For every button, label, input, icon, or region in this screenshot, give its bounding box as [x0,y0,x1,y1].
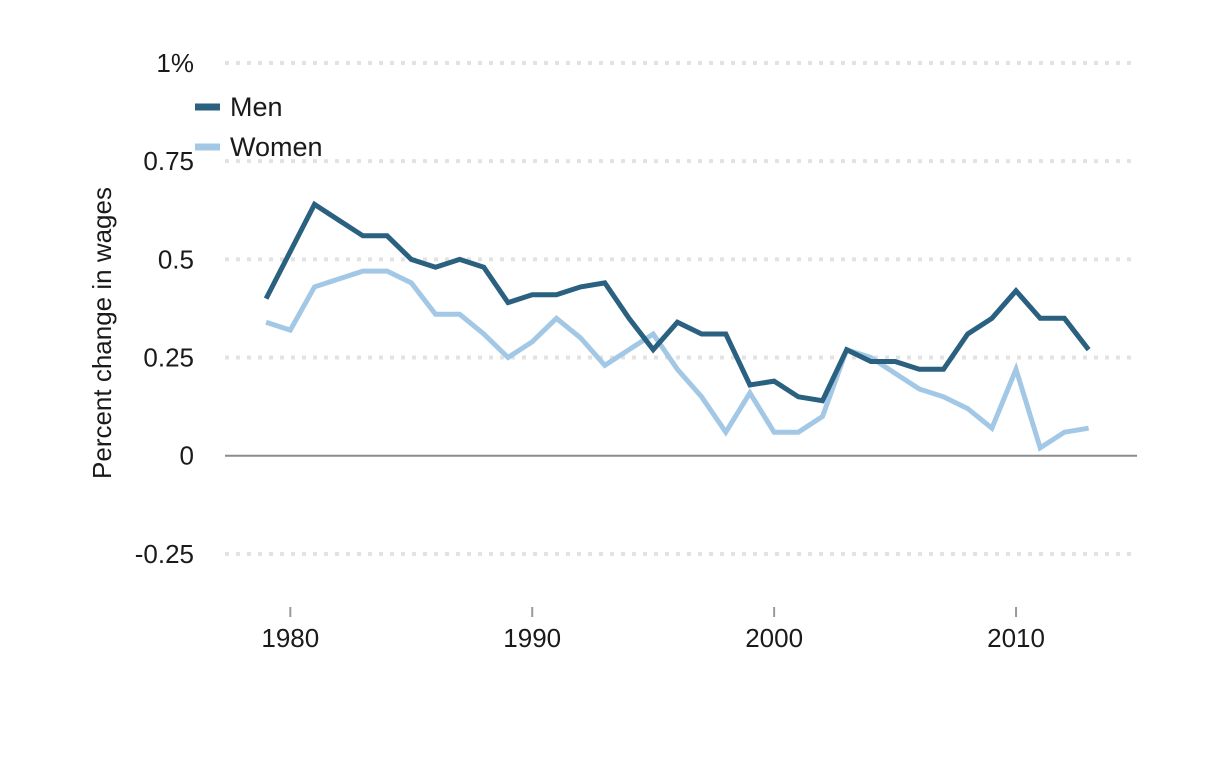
y-tick-label: 0.75 [143,146,194,176]
y-tick-label: 0 [180,441,194,471]
x-tick-label: 2000 [745,623,803,653]
series-lines [263,200,1091,452]
x-tick-label: 1980 [261,623,319,653]
series-line-women [265,268,1090,452]
legend-label-women: Women [230,132,323,162]
x-tick-label: 2010 [987,623,1045,653]
legend-label-men: Men [230,92,283,122]
gridlines [225,61,1137,556]
x-tick-label: 1990 [503,623,561,653]
series-line-men [263,200,1091,404]
legend: Men Women [195,92,323,162]
axes: 1% 0.75 0.5 0.25 0 -0.25 1980 1990 2000 2010 [135,48,1045,653]
y-tick-label: -0.25 [135,539,194,569]
y-axis-title: Percent change in wages [87,187,117,479]
y-tick-label: 1% [156,48,194,78]
y-tick-label: 0.5 [158,244,194,274]
y-tick-label: 0.25 [143,343,194,373]
